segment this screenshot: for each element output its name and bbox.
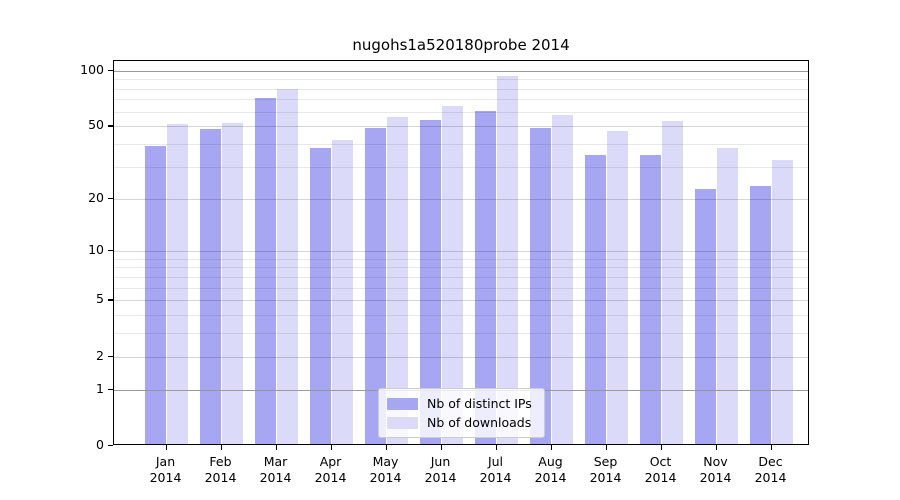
x-tick-mark-sep <box>605 445 607 450</box>
gridline-y-8 <box>114 267 808 269</box>
bar-downloads-aug <box>552 115 573 444</box>
gridline-y-40 <box>114 144 808 146</box>
gridlines-layer <box>114 61 808 444</box>
y-tick-label-20: 20 <box>88 189 104 205</box>
bar-downloads-dec <box>772 159 793 444</box>
x-tick-label-sep: Sep 2014 <box>589 454 622 485</box>
gridline-y-3 <box>114 333 808 335</box>
x-tick-label-jun: Jun 2014 <box>424 454 457 485</box>
bar-downloads-jul <box>497 76 518 444</box>
bar-downloads-jan <box>167 124 188 444</box>
bar-distinct-ips-apr <box>310 148 331 444</box>
bar-distinct-ips-sep <box>585 155 606 444</box>
bar-distinct-ips-may <box>365 127 386 444</box>
x-tick-mark-nov <box>715 445 717 450</box>
legend: Nb of distinct IPs Nb of downloads <box>378 388 545 438</box>
bar-downloads-feb <box>222 122 243 444</box>
legend-item-distinct-ips: Nb of distinct IPs <box>387 396 544 411</box>
bars-layer <box>114 61 808 444</box>
x-tick-label-jan: Jan 2014 <box>149 454 182 485</box>
bar-distinct-ips-nov <box>695 189 716 444</box>
bar-downloads-jun <box>442 105 463 444</box>
bar-distinct-ips-jan <box>145 146 166 444</box>
x-tick-mark-dec <box>770 445 772 450</box>
y-tick-label-0: 0 <box>96 437 104 452</box>
bar-distinct-ips-jul <box>475 111 496 444</box>
y-tick-label-100: 100 <box>80 61 104 77</box>
y-tick-mark-50 <box>108 125 113 127</box>
x-tick-mark-oct <box>660 445 662 450</box>
chart-title: nugohs1a520180probe 2014 <box>352 36 570 54</box>
bar-downloads-mar <box>277 88 298 444</box>
gridline-y-9 <box>114 258 808 260</box>
y-tick-mark-100 <box>108 69 113 72</box>
gridline-y-100 <box>114 70 808 72</box>
gridline-y-5 <box>114 300 808 302</box>
legend-swatch-downloads <box>387 416 418 429</box>
bar-downloads-apr <box>332 140 353 444</box>
x-tick-mark-jun <box>440 445 442 450</box>
x-tick-mark-mar <box>275 445 277 450</box>
gridline-y-2 <box>114 356 808 358</box>
gridline-y-50 <box>114 126 808 128</box>
bar-distinct-ips-jun <box>420 119 441 444</box>
y-tick-label-5: 5 <box>96 291 104 307</box>
bar-distinct-ips-aug <box>530 127 551 444</box>
y-tick-label-10: 10 <box>88 242 104 258</box>
x-tick-label-aug: Aug 2014 <box>534 454 567 485</box>
y-tick-mark-10 <box>108 250 113 252</box>
y-tick-label-50: 50 <box>88 117 104 133</box>
x-tick-label-nov: Nov 2014 <box>699 454 732 485</box>
gridline-y-30 <box>114 166 808 168</box>
y-tick-label-2: 2 <box>96 347 104 363</box>
legend-item-downloads: Nb of downloads <box>387 415 544 430</box>
x-tick-mark-jul <box>495 445 497 450</box>
gridline-y-4 <box>114 315 808 317</box>
gridline-y-6 <box>114 287 808 289</box>
bar-distinct-ips-feb <box>200 129 221 444</box>
x-tick-label-may: May 2014 <box>369 454 402 485</box>
y-tick-label-1: 1 <box>96 380 104 396</box>
gridline-y-80 <box>114 88 808 90</box>
bar-downloads-oct <box>662 121 683 444</box>
bar-distinct-ips-mar <box>255 97 276 444</box>
x-tick-label-jul: Jul 2014 <box>479 454 512 485</box>
gridline-y-7 <box>114 276 808 278</box>
y-tick-mark-2 <box>108 355 113 357</box>
x-tick-mark-feb <box>220 445 222 450</box>
gridline-y-90 <box>114 79 808 81</box>
gridline-y-10 <box>114 251 808 253</box>
y-tick-mark-1 <box>108 388 113 390</box>
legend-swatch-distinct-ips <box>387 397 418 410</box>
x-tick-label-oct: Oct 2014 <box>644 454 677 485</box>
y-tick-mark-0 <box>108 445 113 447</box>
legend-label-downloads: Nb of downloads <box>427 415 532 430</box>
x-tick-mark-jan <box>165 445 167 450</box>
y-tick-mark-20 <box>108 197 113 199</box>
bar-distinct-ips-dec <box>750 185 771 444</box>
x-tick-label-mar: Mar 2014 <box>259 454 292 485</box>
gridline-y-20 <box>114 198 808 200</box>
bar-downloads-sep <box>607 131 628 444</box>
bar-distinct-ips-oct <box>640 155 661 444</box>
bar-downloads-may <box>387 116 408 444</box>
x-tick-label-dec: Dec 2014 <box>754 454 787 485</box>
x-tick-mark-aug <box>550 445 552 450</box>
bar-downloads-nov <box>717 148 738 444</box>
x-tick-mark-may <box>385 445 387 450</box>
x-tick-mark-apr <box>330 445 332 450</box>
plot-area <box>113 60 809 445</box>
y-tick-mark-5 <box>108 299 113 301</box>
x-tick-label-feb: Feb 2014 <box>204 454 237 485</box>
x-tick-label-apr: Apr 2014 <box>314 454 347 485</box>
gridline-y-70 <box>114 99 808 101</box>
gridline-y-60 <box>114 111 808 113</box>
legend-label-distinct-ips: Nb of distinct IPs <box>427 396 532 411</box>
